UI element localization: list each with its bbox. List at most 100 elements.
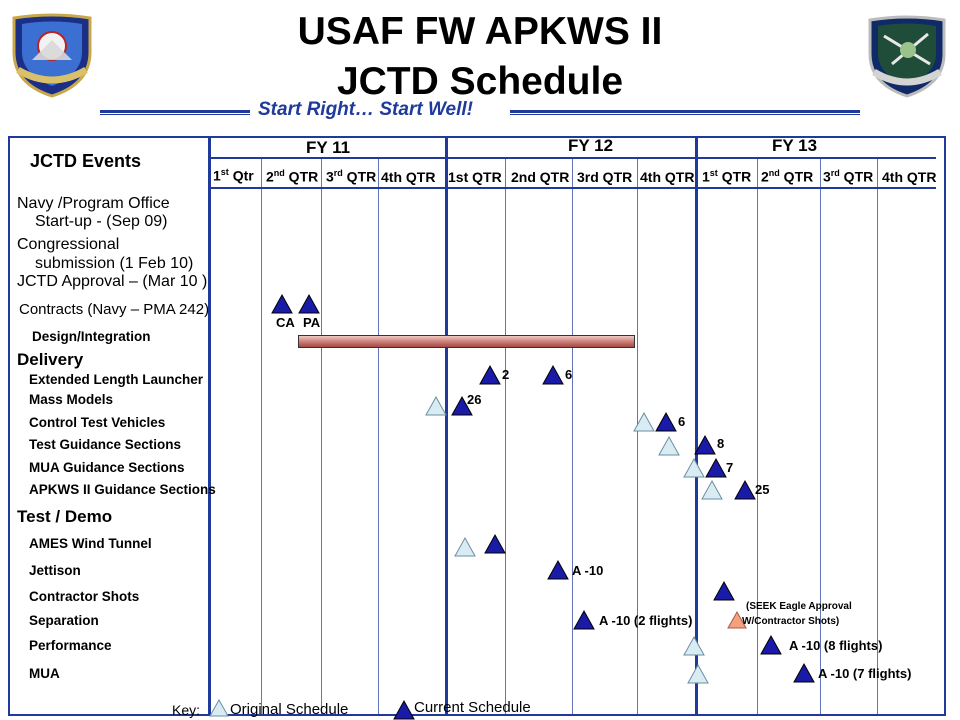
fy12-label: FY 12 [568, 136, 614, 155]
delivery-count: 6 [565, 367, 573, 382]
qtr-divider [820, 159, 821, 716]
qtr-label: 4th QTR [381, 169, 436, 185]
events-header: JCTD Events [30, 151, 142, 171]
key-label: Key: [172, 702, 201, 718]
delivery-item: APKWS II Guidance Sections [29, 482, 216, 497]
milestone-original [683, 635, 705, 656]
subtitle: Start Right… Start Well! [258, 99, 473, 120]
event-design: Design/Integration [32, 329, 151, 344]
milestone-current-ca [271, 293, 293, 314]
milestone-current [484, 533, 506, 554]
qtr-label: 3rd QTR [577, 169, 633, 185]
qtr-divider [321, 159, 322, 716]
milestone-current [451, 395, 473, 416]
qtr-divider [757, 159, 758, 716]
qtr-label: 2nd QTR [761, 168, 814, 185]
test-item: Contractor Shots [29, 589, 140, 604]
qtr-divider [505, 159, 506, 716]
qtr-label: 1st QTR [448, 169, 502, 185]
section-delivery: Delivery [17, 350, 84, 369]
test-item: Jettison [29, 563, 81, 578]
qtr-label: 1st QTR [702, 168, 752, 185]
milestone-current [694, 434, 716, 455]
milestone-original [658, 435, 680, 456]
key-current-icon [393, 699, 415, 720]
jettison-note: A -10 [572, 563, 604, 578]
test-item: Separation [29, 613, 99, 628]
schedule-frame [8, 136, 946, 716]
milestone-current [713, 580, 735, 601]
test-item: AMES Wind Tunnel [29, 536, 152, 551]
contracts-mark-ca: CA [276, 315, 295, 330]
delivery-item: Test Guidance Sections [29, 437, 182, 452]
milestone-original [633, 411, 655, 432]
qtr-label: 2nd QTR [511, 169, 570, 185]
qtr-divider [261, 159, 262, 716]
qtr-label: 2nd QTR [266, 168, 319, 185]
contracts-mark-pa: PA [303, 315, 321, 330]
milestone-current [542, 364, 564, 385]
air-armament-center-logo [12, 13, 92, 98]
qtr-label: 4th QTR [640, 169, 695, 185]
milestone-current [734, 479, 756, 500]
test-item: MUA [29, 666, 60, 681]
consolidated-integration-logo [868, 15, 946, 98]
milestone-current [793, 662, 815, 683]
delivery-count: 8 [717, 436, 725, 451]
seek-eagle-note-line2: W/Contractor Shots) [742, 616, 840, 627]
qtr-divider [637, 159, 638, 716]
seek-eagle-note-line1: (SEEK Eagle Approval [746, 601, 852, 612]
delivery-count: 7 [726, 460, 734, 475]
milestone-current-pa [298, 293, 320, 314]
qtr-label: 3rd QTR [823, 168, 874, 185]
fy13-divider [695, 136, 698, 716]
delivery-count: 2 [502, 367, 510, 382]
qtr-divider [572, 159, 573, 716]
delivery-count: 25 [755, 482, 770, 497]
delivery-item: Control Test Vehicles [29, 415, 166, 430]
title-divider [100, 110, 860, 115]
delivery-count: 6 [678, 414, 686, 429]
event-contracts: Contracts (Navy – PMA 242) [19, 301, 210, 318]
event-navy-line1: Navy /Program Office [17, 195, 170, 212]
milestone-current [479, 364, 501, 385]
milestone-seek-eagle [727, 610, 747, 629]
milestone-current [573, 609, 595, 630]
qtr-divider [378, 159, 379, 716]
performance-note: A -10 (8 flights) [789, 638, 883, 653]
event-cong-line1: Congressional [17, 236, 120, 253]
fy11-label: FY 11 [306, 138, 351, 157]
event-jctd-approval: JCTD Approval – (Mar 10 ) [17, 273, 208, 290]
section-test-demo: Test / Demo [17, 507, 113, 526]
delivery-item: Extended Length Launcher [29, 372, 204, 387]
milestone-current [705, 457, 727, 478]
separation-note: A -10 (2 flights) [599, 613, 693, 628]
event-navy-line2: Start-up - (Sep 09) [35, 213, 168, 230]
design-integration-bar [298, 335, 635, 348]
qtr-label: 4th QTR [882, 169, 937, 185]
title-line2: JCTD Schedule [336, 60, 624, 103]
title-line1: USAF FW APKWS II [297, 10, 663, 53]
key-original-label: Original Schedule [230, 701, 349, 718]
milestone-original [425, 395, 447, 416]
delivery-item: Mass Models [29, 392, 114, 407]
qtr-divider [877, 159, 878, 716]
milestone-current [655, 411, 677, 432]
key-current-label: Current Schedule [414, 699, 531, 716]
milestone-original [683, 457, 705, 478]
event-cong-line2: submission (1 Feb 10) [35, 255, 194, 272]
milestone-current [760, 634, 782, 655]
delivery-item: MUA Guidance Sections [29, 460, 185, 475]
fy13-label: FY 13 [772, 136, 818, 155]
qtr-label: 1st Qtr [213, 167, 254, 184]
milestone-original [454, 536, 476, 557]
milestone-current [547, 559, 569, 580]
fy-header-line [208, 157, 936, 159]
key-original-icon [209, 698, 229, 717]
test-item: Performance [29, 638, 112, 653]
milestone-original [701, 479, 723, 500]
fy12-divider [445, 136, 448, 716]
fy11-left-divider [208, 136, 211, 716]
qtr-label: 3rd QTR [326, 168, 377, 185]
mua-note: A -10 (7 flights) [818, 666, 912, 681]
